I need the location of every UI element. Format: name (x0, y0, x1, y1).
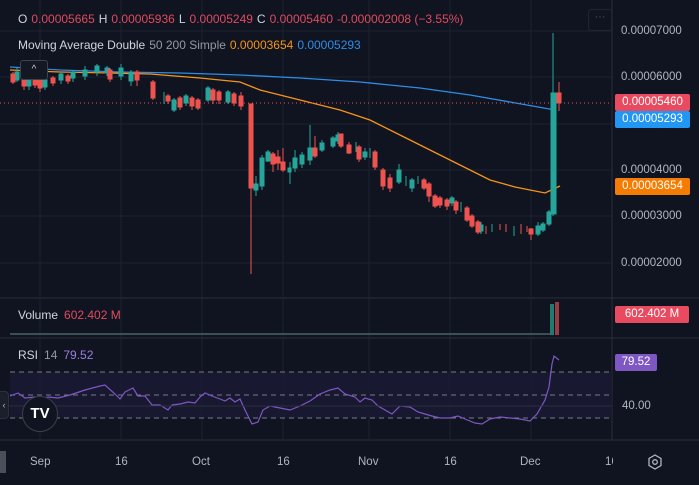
price-tick: 0.00006000 (621, 71, 682, 83)
rsi-badge: 79.52 (615, 354, 657, 371)
volume-title: Volume (18, 308, 59, 322)
collapse-legend-button[interactable]: ^ (20, 60, 48, 80)
rsi-value: 79.52 (63, 348, 94, 362)
time-label: 16 (605, 456, 613, 468)
ma-slow-badge: 0.00005293 (615, 111, 690, 128)
ma-slow-value: 0.00005293 (297, 38, 361, 52)
time-label: 16 (115, 456, 128, 468)
price-tick: 0.00007000 (621, 25, 682, 37)
price-tick: 0.00003000 (621, 210, 682, 222)
candles (10, 33, 562, 274)
ma-fast-value: 0.00003654 (229, 38, 294, 52)
last-price-badge: 0.00005460 (615, 94, 690, 111)
close-label: C (256, 12, 266, 26)
high-label: H (98, 12, 108, 26)
open-value: 0.00005665 (31, 12, 95, 26)
ma-slow-line (9, 66, 556, 111)
rsi-period: 14 (44, 348, 58, 362)
volume-badge: 602.402 M (615, 306, 689, 323)
price-tick: 0.00004000 (621, 164, 682, 176)
close-value: 0.00005460 (269, 12, 333, 26)
tradingview-logo-icon[interactable]: TV (22, 396, 58, 432)
ma-fast-line (9, 69, 561, 194)
volume-legend[interactable]: Volume 602.402 M (18, 308, 121, 322)
price-tick: 0.00002000 (621, 257, 682, 269)
time-label: Nov (358, 456, 379, 468)
rsi-legend[interactable]: RSI 14 79.52 (18, 348, 93, 362)
ma-legend[interactable]: Moving Average Double 50 200 Simple 0.00… (18, 38, 361, 52)
ohlc-legend: O 0.00005665 H 0.00005936 L 0.00005249 C 0.0… (18, 12, 463, 26)
time-label: Dec (520, 456, 541, 468)
rsi-line (9, 354, 560, 425)
time-label: Sep (30, 456, 51, 468)
low-value: 0.00005249 (189, 12, 253, 26)
scroll-handle[interactable] (0, 451, 6, 473)
low-label: L (178, 12, 186, 26)
change-value: -0.000002008 (−3.55%) (337, 12, 464, 26)
rsi-tick: 40.00 (622, 400, 651, 412)
chevron-left-icon[interactable]: ‹ (0, 391, 9, 419)
time-label: 16 (444, 456, 457, 468)
time-label: Oct (192, 456, 210, 468)
ma-fast-badge: 0.00003654 (615, 178, 690, 195)
rsi-title: RSI (18, 348, 39, 362)
volume-value: 602.402 M (64, 308, 121, 322)
high-value: 0.00005936 (111, 12, 175, 26)
open-label: O (18, 12, 28, 26)
time-label: 16 (277, 456, 290, 468)
indicator-name[interactable]: Moving Average Double (18, 38, 146, 52)
settings-gear-icon[interactable] (646, 453, 664, 471)
more-options-button[interactable]: ··· (588, 9, 612, 31)
indicator-params: 50 200 Simple (149, 38, 226, 52)
volume-bars (10, 302, 559, 335)
